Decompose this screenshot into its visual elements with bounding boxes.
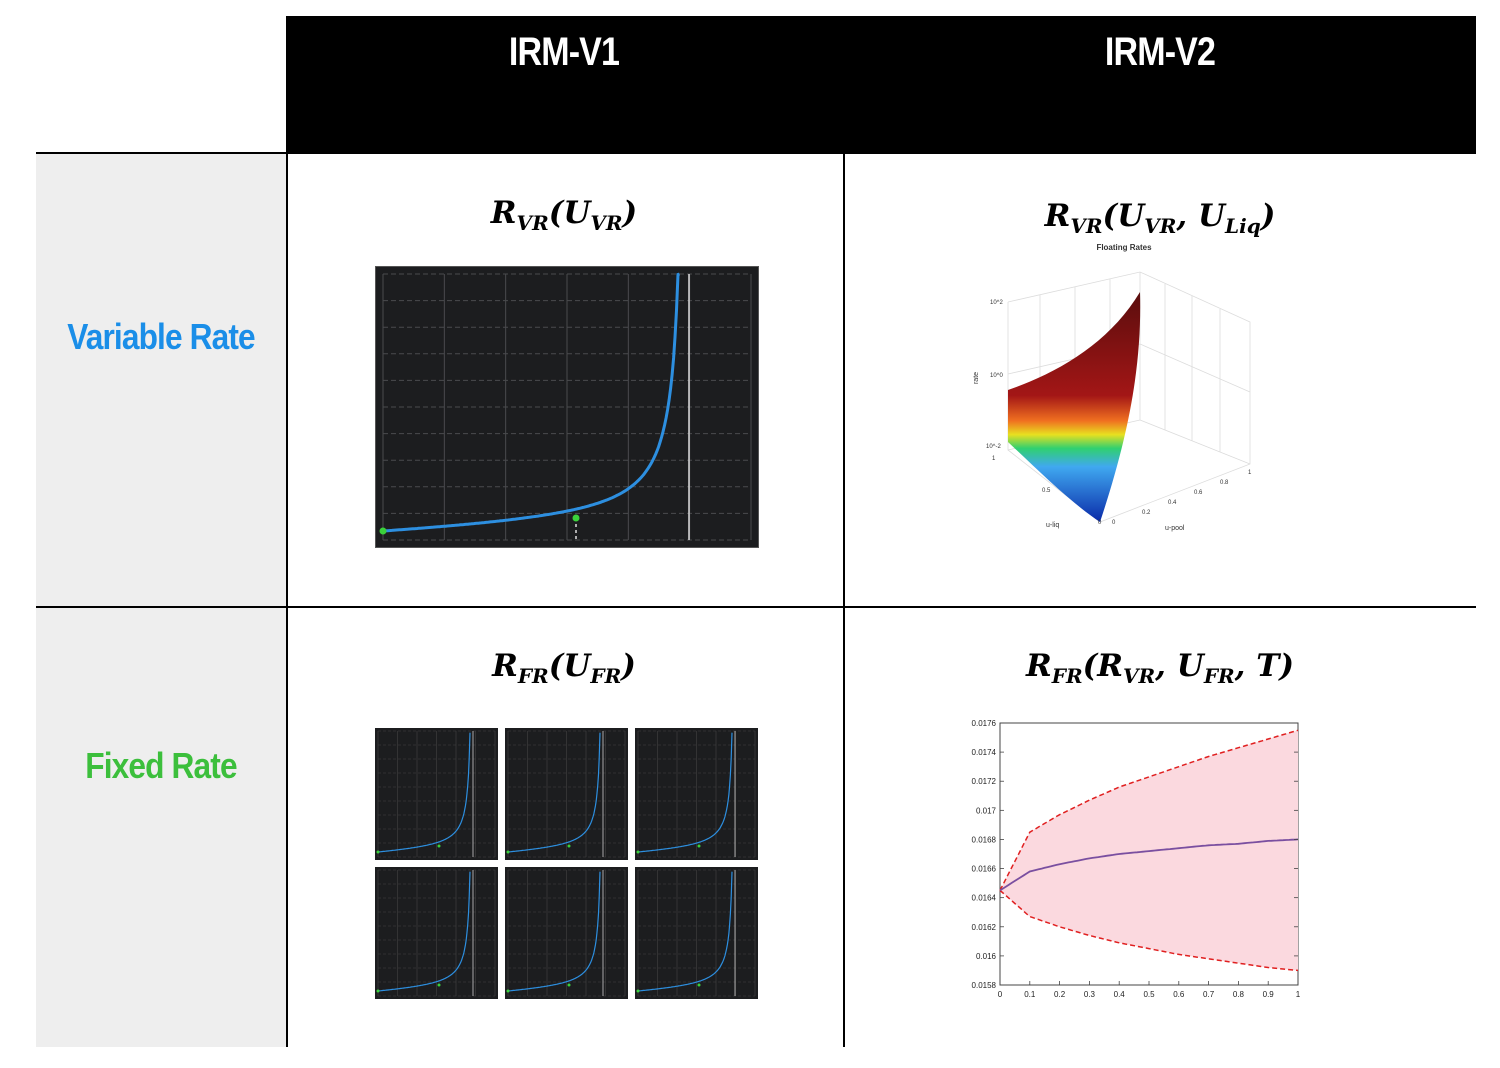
formula-vr-v1: RVR(UVR) <box>490 195 638 236</box>
small-rate-plot <box>375 728 498 860</box>
x-tick-4: 0.6 <box>1194 490 1203 496</box>
column-title-irm-v1: IRM-V1 <box>508 30 620 74</box>
y-tick-2: 0.5 <box>1042 488 1051 494</box>
variable-rate-curve <box>382 272 680 533</box>
z-tick-3: 10^-2 <box>986 444 1001 450</box>
x-tick-5: 0.8 <box>1220 480 1229 486</box>
surface-ylabel: u-liq <box>1046 522 1059 529</box>
kink-point-marker <box>697 844 701 848</box>
y-tick-1: 1 <box>992 456 996 462</box>
y-tick-label: 0.0162 <box>972 923 997 932</box>
x-tick-6: 1 <box>1248 470 1252 476</box>
row-label-fixed-rate: Fixed Rate <box>85 745 237 786</box>
x-tick-label: 0.6 <box>1173 990 1185 999</box>
x-tick-label: 0.1 <box>1024 990 1036 999</box>
small-rate-curve <box>377 871 471 992</box>
kink-point-marker <box>437 983 441 987</box>
fixed-rate-v1-small-multiples <box>375 728 759 999</box>
upper-bound-line <box>999 729 1299 891</box>
grid-line-center <box>843 153 845 1047</box>
x-tick-3: 0.4 <box>1168 500 1177 506</box>
small-rate-plot <box>635 867 758 999</box>
kink-point-marker <box>697 983 701 987</box>
start-point-marker <box>506 989 510 993</box>
x-tick-label: 0.7 <box>1203 990 1215 999</box>
y-tick-label: 0.0176 <box>972 719 997 728</box>
x-tick-label: 0.3 <box>1084 990 1096 999</box>
y-tick-label: 0.0158 <box>972 981 997 990</box>
kink-point-marker <box>572 514 580 522</box>
kink-point-marker <box>567 983 571 987</box>
small-rate-plot <box>375 867 498 999</box>
y-tick-label: 0.016 <box>976 952 997 961</box>
x-tick-label: 0.2 <box>1054 990 1066 999</box>
start-point-marker <box>379 527 387 535</box>
mean-rate-line <box>999 838 1299 892</box>
x-tick-label: 1 <box>1296 990 1301 999</box>
small-rate-plot <box>505 867 628 999</box>
start-point-marker <box>376 850 380 854</box>
small-rate-curve <box>507 871 601 992</box>
y-tick-label: 0.017 <box>976 806 997 815</box>
small-rate-curve <box>507 732 601 853</box>
row-label-cell-fixed <box>36 607 286 1047</box>
z-tick-1: 10^2 <box>990 300 1003 306</box>
grid-line-left <box>286 153 288 1047</box>
formula-fr-v1: RFR(UFR) <box>492 648 636 689</box>
y-tick-3: 0 <box>1098 520 1102 526</box>
surface-xlabel: u-pool <box>1165 525 1185 532</box>
surface-title: Floating Rates <box>1096 243 1152 252</box>
column-header-bar <box>286 16 1476 153</box>
lower-bound-line <box>999 889 1299 972</box>
row-label-variable-rate: Variable Rate <box>67 316 255 357</box>
surface-mesh <box>1008 292 1141 522</box>
y-tick-label: 0.0164 <box>972 894 997 903</box>
kink-point-marker <box>567 844 571 848</box>
x-tick-label: 0.9 <box>1263 990 1275 999</box>
start-point-marker <box>636 850 640 854</box>
y-tick-label: 0.0174 <box>972 748 997 757</box>
x-tick-label: 0 <box>998 990 1003 999</box>
variable-rate-v2-surface-plot: Floating Rates rate 10^2 10^0 10^-2 1 0.… <box>973 243 1252 532</box>
kink-point-marker <box>437 844 441 848</box>
small-rate-curve <box>377 732 471 853</box>
start-point-marker <box>506 850 510 854</box>
row-label-cell-variable <box>36 153 286 607</box>
start-point-marker <box>376 989 380 993</box>
z-tick-2: 10^0 <box>990 373 1003 379</box>
y-tick-label: 0.0172 <box>972 777 997 786</box>
y-tick-label: 0.0168 <box>972 835 997 844</box>
grid-line-middle <box>36 606 1476 608</box>
formula-vr-v2: RVR(UVR, ULiq) <box>1044 198 1276 239</box>
surface-zlabel: rate <box>973 372 980 384</box>
small-rate-curve <box>637 732 733 853</box>
small-rate-plot <box>635 728 758 860</box>
small-rate-plot <box>505 728 628 860</box>
x-tick-label: 0.5 <box>1143 990 1155 999</box>
variable-rate-v1-curve-plot <box>375 266 759 548</box>
column-title-irm-v2: IRM-V2 <box>1104 30 1216 74</box>
y-tick-label: 0.0166 <box>972 865 997 874</box>
fixed-rate-v2-band-chart: 0.0158 0.016 0.0162 0.0164 0.0166 0.0168 0.017… <box>972 719 1301 999</box>
x-tick-label: 0.8 <box>1233 990 1245 999</box>
formula-fr-v2: RFR(RVR, UFR, T) <box>1026 648 1294 689</box>
x-tick-1: 0 <box>1112 520 1116 526</box>
start-point-marker <box>636 989 640 993</box>
grid-line-top <box>36 152 1476 154</box>
x-tick-label: 0.4 <box>1114 990 1126 999</box>
x-tick-2: 0.2 <box>1142 510 1151 516</box>
small-rate-curve <box>637 871 733 992</box>
